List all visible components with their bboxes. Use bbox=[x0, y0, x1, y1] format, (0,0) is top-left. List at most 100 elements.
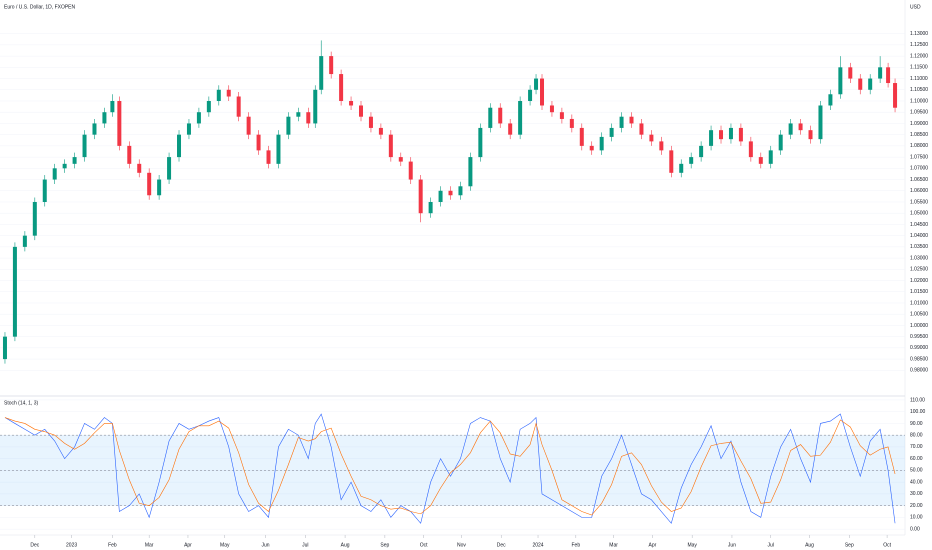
candle-body bbox=[886, 67, 891, 84]
x-tick-label: Aug bbox=[341, 542, 350, 548]
y-tick-label: 90.00 bbox=[910, 421, 923, 427]
candle-body bbox=[649, 134, 654, 142]
candle-body bbox=[12, 246, 17, 337]
y-tick-label: 1.12000 bbox=[910, 53, 928, 59]
candle-body bbox=[719, 130, 724, 140]
candle-body bbox=[206, 100, 211, 113]
x-tick-label: Feb bbox=[572, 542, 581, 548]
candle-body bbox=[110, 100, 115, 113]
candle-body bbox=[728, 127, 733, 140]
x-tick-label: 2024 bbox=[532, 542, 543, 548]
y-tick-label: 1.11500 bbox=[910, 65, 928, 71]
candle-body bbox=[738, 127, 743, 142]
x-tick-label: May bbox=[687, 542, 697, 548]
y-tick-label: 1.04000 bbox=[910, 233, 928, 239]
candle-body bbox=[579, 127, 584, 146]
chart-title: Euro / U.S. Dollar, 1D, FXOPEN bbox=[4, 4, 76, 10]
y-tick-label: 10.00 bbox=[910, 515, 923, 521]
candle-body bbox=[788, 123, 793, 135]
candle-body bbox=[157, 179, 162, 196]
candle-body bbox=[408, 161, 413, 180]
candle-body bbox=[92, 123, 97, 135]
candle-body bbox=[868, 78, 873, 90]
candle-body bbox=[32, 201, 37, 236]
candle-body bbox=[226, 89, 231, 97]
candle-body bbox=[458, 186, 463, 196]
candle-body bbox=[858, 78, 863, 90]
x-tick-label: Apr bbox=[184, 542, 192, 548]
candle-body bbox=[313, 89, 318, 124]
x-tick-label: Dec bbox=[497, 542, 506, 548]
candle-body bbox=[62, 163, 67, 169]
candle-body bbox=[398, 157, 403, 162]
x-tick-label: Jul bbox=[768, 542, 774, 548]
stoch-line bbox=[4, 413, 896, 524]
y-tick-label: 1.07500 bbox=[910, 154, 928, 160]
candle-body bbox=[266, 150, 271, 164]
candle-body bbox=[306, 112, 311, 124]
indicator-title: Stoch (14, 1, 3) bbox=[4, 400, 39, 406]
y-tick-label: 1.11000 bbox=[910, 76, 928, 82]
y-tick-label: 1.07000 bbox=[910, 166, 928, 172]
y-tick-label: 1.12500 bbox=[910, 42, 928, 48]
candle-body bbox=[818, 105, 823, 140]
candle-body bbox=[468, 157, 473, 187]
candle-body bbox=[689, 157, 694, 164]
y-tick-label: 1.09000 bbox=[910, 121, 928, 127]
x-tick-label: Dec bbox=[30, 542, 39, 548]
y-tick-label: 1.10000 bbox=[910, 98, 928, 104]
x-tick-label: Oct bbox=[883, 542, 891, 548]
x-tick-label: Feb bbox=[108, 542, 117, 548]
x-tick-label: May bbox=[220, 542, 230, 548]
y-tick-label: 1.08000 bbox=[910, 143, 928, 149]
candle-body bbox=[359, 105, 364, 117]
x-tick-label: Jun bbox=[262, 542, 270, 548]
y-tick-label: 1.00000 bbox=[910, 323, 928, 329]
candle-body bbox=[808, 130, 813, 140]
candle-body bbox=[339, 74, 344, 101]
candle-body bbox=[699, 145, 704, 158]
y-tick-label: 70.00 bbox=[910, 444, 923, 450]
y-tick-label: 1.03500 bbox=[910, 244, 928, 250]
candle-body bbox=[388, 134, 393, 158]
candle-body bbox=[478, 127, 483, 158]
y-tick-label: 100.00 bbox=[910, 409, 926, 415]
candle-body bbox=[768, 150, 773, 164]
y-tick-label: 0.99000 bbox=[910, 345, 928, 351]
candle-body bbox=[22, 235, 27, 247]
candle-body bbox=[498, 107, 503, 124]
stoch-line bbox=[4, 417, 896, 516]
candle-body bbox=[609, 127, 614, 137]
y-tick-label: 0.98500 bbox=[910, 356, 928, 362]
candle-body bbox=[42, 179, 47, 202]
candle-body bbox=[117, 100, 122, 146]
x-tick-label: Oct bbox=[420, 542, 428, 548]
y-tick-label: 0.00 bbox=[910, 526, 920, 532]
y-tick-label: 0.99500 bbox=[910, 334, 928, 340]
y-tick-label: 1.02500 bbox=[910, 267, 928, 273]
candle-body bbox=[679, 163, 684, 173]
candle-body bbox=[186, 123, 191, 135]
candle-body bbox=[196, 112, 201, 124]
candle-body bbox=[758, 157, 763, 164]
x-tick-label: Sep bbox=[380, 542, 389, 548]
y-tick-label: 1.08500 bbox=[910, 132, 928, 138]
y-tick-label: 1.10500 bbox=[910, 87, 928, 93]
candle-body bbox=[246, 116, 251, 135]
candle-body bbox=[549, 105, 554, 113]
x-tick-label: 2023 bbox=[66, 542, 77, 548]
x-tick-label: Apr bbox=[649, 542, 657, 548]
candle-body bbox=[72, 157, 77, 164]
y-tick-label: 1.13000 bbox=[910, 31, 928, 37]
x-tick-label: Jun bbox=[728, 542, 736, 548]
candle-body bbox=[448, 190, 453, 196]
y-tick-label: 1.05000 bbox=[910, 211, 928, 217]
candle-body bbox=[828, 94, 833, 106]
candle-body bbox=[167, 157, 172, 180]
candle-body bbox=[893, 83, 898, 108]
y-tick-label: 1.01000 bbox=[910, 300, 928, 306]
y-tick-label: 1.03000 bbox=[910, 255, 928, 261]
candle-body bbox=[748, 141, 753, 158]
candle-body bbox=[256, 134, 261, 151]
